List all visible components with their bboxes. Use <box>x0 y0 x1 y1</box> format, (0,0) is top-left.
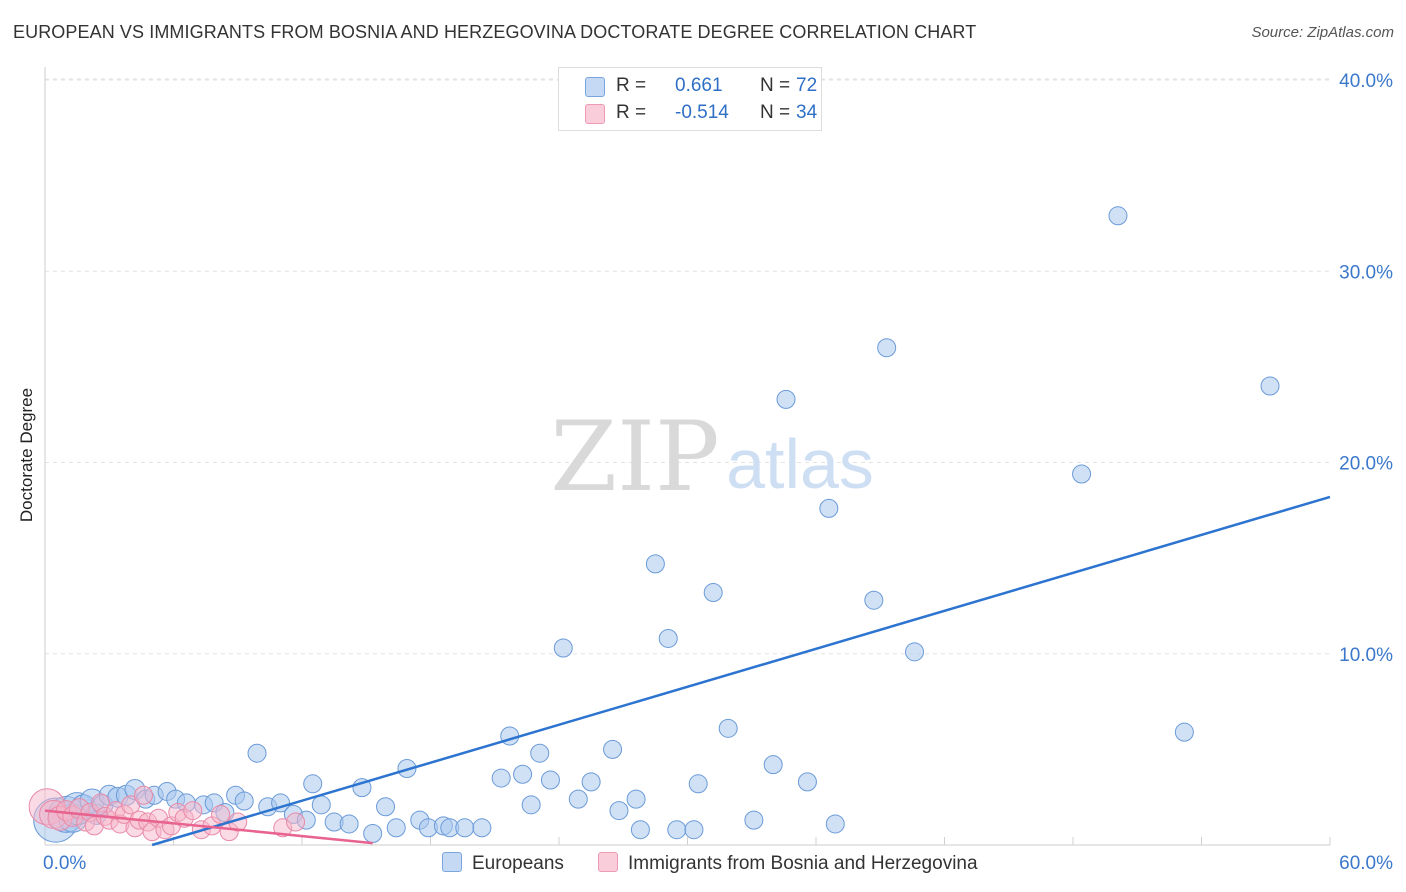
legend-r-value: 0.661 <box>675 75 723 96</box>
tick-labels: 10.0% 20.0% 30.0% 40.0% 0.0% 60.0% <box>43 71 1393 874</box>
europeans-point <box>530 743 550 763</box>
europeans-point <box>568 789 588 809</box>
trend-lines <box>44 495 1331 847</box>
europeans-point <box>491 768 511 788</box>
europeans-point <box>905 642 925 662</box>
europeans-point <box>718 718 738 738</box>
legend-r-label: R = <box>616 102 647 123</box>
bottom-legend-immigrants: Immigrants from Bosnia and Herzegovina <box>598 852 978 876</box>
europeans-point <box>658 628 678 648</box>
bottom-legend-immigrants-label: Immigrants from Bosnia and Herzegovina <box>628 853 978 874</box>
immigrants-point <box>121 795 141 815</box>
legend-n-value: 34 <box>796 102 818 123</box>
y-tick-label: 10.0% <box>1339 645 1393 666</box>
y-tick-label: 20.0% <box>1339 454 1393 475</box>
europeans-point <box>744 810 764 830</box>
europeans-point <box>513 764 533 784</box>
immigrants-point <box>211 804 231 824</box>
europeans-point <box>626 789 646 809</box>
europeans-point <box>630 820 650 840</box>
europeans-point <box>234 791 254 811</box>
europeans-point <box>521 795 541 815</box>
y-tick-label: 30.0% <box>1339 262 1393 283</box>
europeans-point <box>819 498 839 518</box>
axes <box>44 67 1330 846</box>
europeans-point <box>797 772 817 792</box>
europeans-point <box>581 772 601 792</box>
europeans-point <box>877 338 897 358</box>
bottom-legend-europeans: Europeans <box>442 852 564 876</box>
watermark-atlas: atlas <box>726 425 874 503</box>
europeans-point <box>603 739 623 759</box>
europeans-point <box>1108 206 1128 226</box>
legend-swatch-immigrants <box>585 104 605 124</box>
europeans-point <box>864 590 884 610</box>
legend-swatch-europeans <box>585 77 605 97</box>
europeans-point <box>1072 464 1092 484</box>
x-tick-label: 0.0% <box>43 853 86 874</box>
europeans-point <box>247 743 267 763</box>
legend-r-label: R = <box>616 75 647 96</box>
europeans-point <box>455 818 475 838</box>
europeans-point <box>363 824 383 844</box>
bottom-swatch-europeans <box>442 852 462 872</box>
europeans-point <box>684 820 704 840</box>
legend-n-value: 72 <box>796 75 818 96</box>
immigrants-point <box>286 812 306 832</box>
europeans-point <box>303 774 323 794</box>
europeans-point <box>376 797 396 817</box>
europeans-point <box>688 774 708 794</box>
europeans-point <box>540 770 560 790</box>
legend-n-label: N = <box>760 102 791 123</box>
bottom-legend-europeans-label: Europeans <box>472 853 564 874</box>
europeans-point <box>311 795 331 815</box>
europeans-point <box>472 818 492 838</box>
europeans-point <box>339 814 359 834</box>
europeans-point <box>1174 722 1194 742</box>
europeans-point <box>667 820 687 840</box>
immigrants-point <box>134 785 154 805</box>
correlation-legend: R = 0.661 N = 72 R = -0.514 N = 34 <box>558 67 822 131</box>
europeans-point <box>825 814 845 834</box>
x-tick-label: 60.0% <box>1339 853 1393 874</box>
legend-n-label: N = <box>760 75 791 96</box>
immigrants-trend-line <box>44 809 373 845</box>
europeans-point <box>645 554 665 574</box>
source-label: Source: ZipAtlas.com <box>1251 24 1394 41</box>
immigrants-point <box>183 801 203 821</box>
europeans-point <box>776 389 796 409</box>
europeans-point <box>1260 376 1280 396</box>
chart-title: EUROPEAN VS IMMIGRANTS FROM BOSNIA AND H… <box>13 22 977 42</box>
legend-r-value: -0.514 <box>675 102 729 123</box>
europeans-trend-line <box>151 495 1331 847</box>
watermark: ZIP atlas <box>550 401 874 513</box>
europeans-point <box>609 801 629 821</box>
y-tick-label: 40.0% <box>1339 71 1393 92</box>
europeans-point <box>386 818 406 838</box>
bottom-swatch-immigrants <box>598 852 618 872</box>
europeans-point <box>763 755 783 775</box>
europeans-points <box>33 206 1280 844</box>
europeans-point <box>553 638 573 658</box>
watermark-zip: ZIP <box>550 401 719 513</box>
europeans-point <box>703 583 723 603</box>
